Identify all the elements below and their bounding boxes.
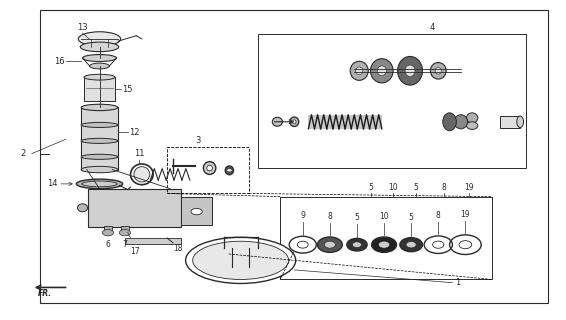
- Ellipse shape: [81, 104, 118, 111]
- Text: 7: 7: [122, 240, 127, 249]
- Text: 12: 12: [129, 128, 139, 137]
- Bar: [258, 34, 526, 168]
- Text: 10: 10: [388, 183, 398, 192]
- Ellipse shape: [290, 117, 299, 126]
- Text: 5: 5: [409, 213, 414, 222]
- Ellipse shape: [405, 65, 415, 76]
- Text: 16: 16: [54, 57, 65, 66]
- Ellipse shape: [207, 165, 212, 171]
- Bar: [88, 189, 181, 227]
- Circle shape: [191, 208, 202, 215]
- Text: FR.: FR.: [37, 289, 52, 298]
- Ellipse shape: [347, 238, 367, 251]
- Ellipse shape: [81, 154, 118, 159]
- Ellipse shape: [400, 238, 422, 252]
- Text: 17: 17: [131, 247, 140, 256]
- Text: 14: 14: [46, 180, 57, 188]
- Bar: [500, 116, 520, 127]
- Ellipse shape: [84, 74, 115, 80]
- Text: 18: 18: [173, 244, 182, 253]
- Ellipse shape: [318, 237, 342, 252]
- Text: 13: 13: [77, 23, 88, 32]
- Bar: [168, 147, 249, 194]
- Text: 9: 9: [301, 211, 305, 220]
- Ellipse shape: [225, 166, 234, 175]
- Ellipse shape: [293, 120, 296, 124]
- Text: 10: 10: [379, 212, 389, 221]
- Ellipse shape: [80, 42, 119, 52]
- Bar: [181, 197, 212, 225]
- Text: 5: 5: [368, 183, 373, 192]
- Ellipse shape: [89, 63, 109, 69]
- Circle shape: [102, 229, 114, 236]
- Ellipse shape: [372, 237, 397, 252]
- Text: 4: 4: [429, 23, 435, 32]
- Ellipse shape: [454, 115, 468, 129]
- Ellipse shape: [466, 122, 478, 129]
- Text: 8: 8: [436, 211, 441, 220]
- Ellipse shape: [398, 56, 422, 85]
- Ellipse shape: [406, 242, 416, 248]
- Ellipse shape: [459, 241, 471, 249]
- Ellipse shape: [297, 241, 308, 248]
- Bar: [81, 108, 118, 170]
- Ellipse shape: [76, 179, 123, 189]
- Ellipse shape: [430, 62, 446, 79]
- Text: 8: 8: [328, 212, 332, 221]
- Bar: [84, 77, 115, 101]
- Text: 5: 5: [413, 183, 418, 192]
- Ellipse shape: [353, 242, 362, 248]
- Bar: [125, 238, 181, 244]
- Ellipse shape: [517, 116, 524, 127]
- Bar: [121, 226, 129, 233]
- Ellipse shape: [435, 68, 441, 74]
- Text: 19: 19: [461, 210, 470, 219]
- Ellipse shape: [78, 32, 121, 46]
- Bar: [280, 197, 492, 279]
- Ellipse shape: [81, 166, 118, 173]
- Ellipse shape: [134, 167, 150, 182]
- Ellipse shape: [379, 241, 389, 248]
- Ellipse shape: [83, 54, 117, 61]
- Ellipse shape: [81, 123, 118, 127]
- Ellipse shape: [324, 241, 336, 248]
- Bar: [308, 115, 382, 129]
- Ellipse shape: [466, 113, 478, 123]
- Ellipse shape: [355, 67, 363, 75]
- Ellipse shape: [371, 59, 393, 83]
- Text: 1: 1: [455, 278, 461, 287]
- Text: 3: 3: [196, 136, 201, 145]
- Text: 5: 5: [354, 213, 359, 222]
- Text: 8: 8: [441, 183, 446, 192]
- Text: 15: 15: [122, 84, 132, 94]
- Text: 6: 6: [105, 240, 110, 249]
- Text: 19: 19: [465, 183, 474, 192]
- Ellipse shape: [203, 162, 216, 174]
- Ellipse shape: [350, 61, 368, 80]
- Circle shape: [226, 169, 232, 172]
- Ellipse shape: [78, 204, 88, 212]
- Circle shape: [119, 229, 131, 236]
- Ellipse shape: [432, 241, 444, 248]
- Ellipse shape: [378, 66, 387, 76]
- Text: 11: 11: [134, 149, 144, 158]
- Ellipse shape: [443, 113, 456, 131]
- Ellipse shape: [186, 237, 295, 284]
- Ellipse shape: [82, 181, 117, 187]
- Ellipse shape: [192, 241, 289, 279]
- Ellipse shape: [81, 138, 118, 143]
- Text: 2: 2: [20, 149, 26, 158]
- Bar: [104, 226, 112, 233]
- Ellipse shape: [272, 117, 282, 126]
